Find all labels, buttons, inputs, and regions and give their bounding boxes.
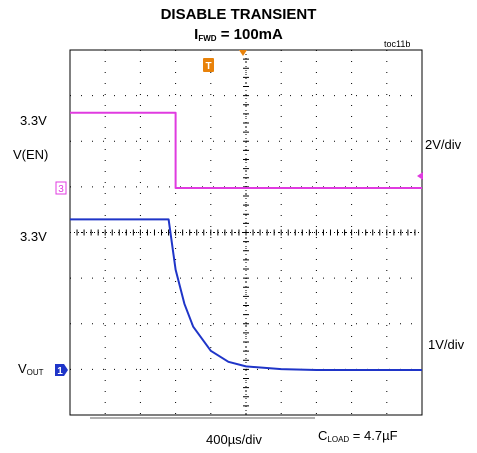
en-name-label: V(EN) [13,147,49,162]
vout-name-label: VOUT [18,361,44,377]
en-scale-label: 2V/div [425,137,462,152]
ch1-marker-icon [55,364,68,376]
trigger-marker-icon [203,58,214,72]
vout-trace [70,218,422,371]
en-level-label: 3.3V [20,113,47,128]
cload-label: CLOAD = 4.7µF [318,428,398,444]
ch3-marker-icon [55,181,67,195]
ch1-marker-label: 1 [57,366,63,377]
trigger-position-icon [239,50,247,56]
chart-title: DISABLE TRANSIENT [160,6,317,23]
vout-scale-label: 1V/div [428,337,465,352]
en-trace [70,111,422,189]
en-trigger-level-icon [417,172,423,180]
figure-id: toc11b [384,39,411,49]
time-scale-label: 400µs/div [206,432,262,447]
ch3-marker-label: 3 [58,184,64,195]
vout-level-label: 3.3V [20,229,47,244]
chart-subtitle: IFWD = 100mA [194,26,283,43]
trigger-marker-label: T [205,61,211,72]
